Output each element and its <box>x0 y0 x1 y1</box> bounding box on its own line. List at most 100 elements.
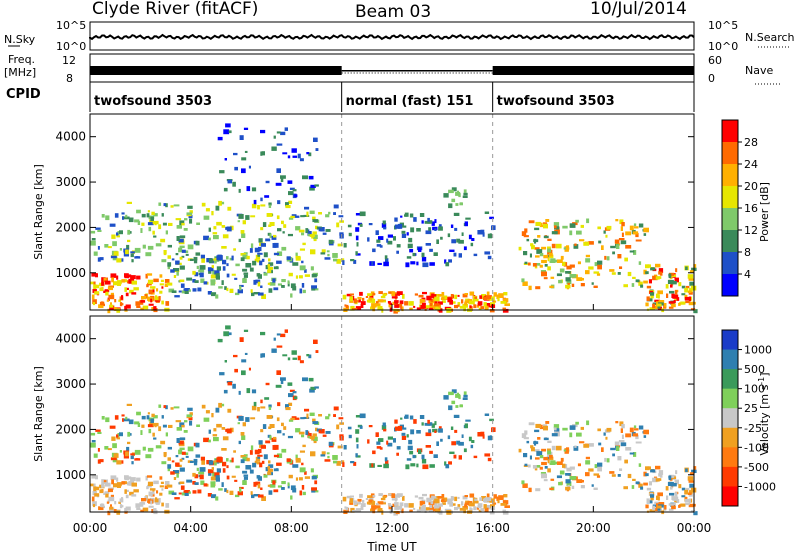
velocity-cell <box>391 498 398 501</box>
power-cell <box>681 285 686 289</box>
power-cell <box>397 223 403 229</box>
velocity-cell <box>387 503 391 506</box>
power-cell <box>359 223 363 227</box>
power-cell <box>154 296 161 301</box>
nsky-tick-bottom: 10^0 <box>56 40 86 53</box>
velocity-cell <box>282 354 288 357</box>
power-cell <box>585 254 590 258</box>
velocity-cell <box>125 416 128 420</box>
velocity-cell <box>260 353 263 358</box>
velocity-cell <box>261 496 266 501</box>
power-cell <box>688 291 693 295</box>
power-cell <box>479 295 483 299</box>
power-cell <box>597 264 602 270</box>
velocity-cell <box>658 478 662 481</box>
velocity-cell <box>355 453 358 457</box>
power-cell <box>111 277 114 283</box>
velocity-cell <box>345 506 349 511</box>
velocity-cell <box>551 433 558 437</box>
power-cell <box>462 293 468 298</box>
velocity-cell <box>359 413 366 419</box>
power-cell <box>148 289 153 295</box>
velocity-cell <box>106 501 110 504</box>
power-cell <box>152 230 155 235</box>
power-colorbar-tick-label: 20 <box>744 180 758 193</box>
velocity-cell <box>527 464 531 468</box>
power-cell <box>356 300 360 303</box>
velocity-cell <box>179 447 185 450</box>
velocity-cell <box>173 406 180 409</box>
velocity-cell <box>347 426 352 430</box>
velocity-cell <box>535 465 541 468</box>
power-cell <box>291 214 297 217</box>
power-cell <box>378 236 384 240</box>
velocity-cell <box>580 485 585 489</box>
power-cell <box>434 303 440 307</box>
power-y-tick-label: 4000 <box>55 130 86 144</box>
velocity-cell <box>421 422 424 426</box>
velocity-cell <box>320 429 325 434</box>
power-cell <box>271 146 277 151</box>
velocity-cell <box>429 504 433 509</box>
velocity-cell <box>343 445 347 450</box>
power-cell <box>434 296 440 302</box>
velocity-cell <box>643 435 647 438</box>
velocity-cell <box>242 456 248 462</box>
velocity-cell <box>436 441 439 446</box>
power-cell <box>549 285 554 289</box>
velocity-cell <box>486 493 490 499</box>
power-cell <box>288 217 294 220</box>
velocity-cell <box>189 420 193 426</box>
velocity-cell <box>109 507 115 513</box>
power-cell <box>393 236 396 241</box>
power-cell <box>255 279 261 284</box>
power-cell <box>377 299 384 303</box>
power-cell <box>379 245 383 248</box>
power-cell <box>353 259 357 264</box>
velocity-cell <box>161 415 164 419</box>
power-cell <box>280 175 286 179</box>
velocity-cell <box>643 482 648 486</box>
velocity-cell <box>327 455 330 459</box>
power-cell <box>218 286 223 289</box>
power-cell <box>635 239 642 242</box>
velocity-cell <box>246 457 250 462</box>
power-cell <box>276 215 280 220</box>
power-colorbar-tick-label: 12 <box>744 224 758 237</box>
velocity-cell <box>226 475 230 480</box>
power-cell <box>219 170 225 174</box>
velocity-colorbar-label-main: Velocity [m s <box>758 384 771 455</box>
velocity-cell <box>268 406 272 410</box>
velocity-cell <box>579 441 585 444</box>
power-cell <box>147 222 154 226</box>
velocity-cell <box>318 414 322 417</box>
power-cell <box>404 301 409 306</box>
velocity-cell <box>687 492 692 495</box>
velocity-cell <box>228 332 232 336</box>
power-cell <box>668 306 674 309</box>
power-cell <box>402 293 405 299</box>
velocity-cell <box>238 390 241 395</box>
velocity-colorbar-swatch <box>722 466 738 487</box>
velocity-cell <box>400 417 403 420</box>
velocity-cell <box>119 432 123 437</box>
power-cell <box>377 306 383 310</box>
velocity-cell <box>265 440 271 444</box>
velocity-cell <box>569 466 575 470</box>
velocity-cell <box>281 422 284 427</box>
power-cell <box>110 292 114 297</box>
velocity-cell <box>136 507 141 510</box>
velocity-cell <box>442 497 448 502</box>
velocity-cell <box>355 508 362 513</box>
power-cell <box>308 152 312 157</box>
velocity-cell <box>91 440 96 443</box>
velocity-cell <box>523 437 529 440</box>
power-cell <box>181 222 185 226</box>
power-cell <box>562 225 568 229</box>
velocity-cell <box>461 501 464 506</box>
power-cell <box>678 282 682 287</box>
velocity-cell <box>196 424 200 427</box>
velocity-cell <box>401 432 406 436</box>
power-cell <box>591 282 594 285</box>
velocity-cell <box>260 445 266 449</box>
